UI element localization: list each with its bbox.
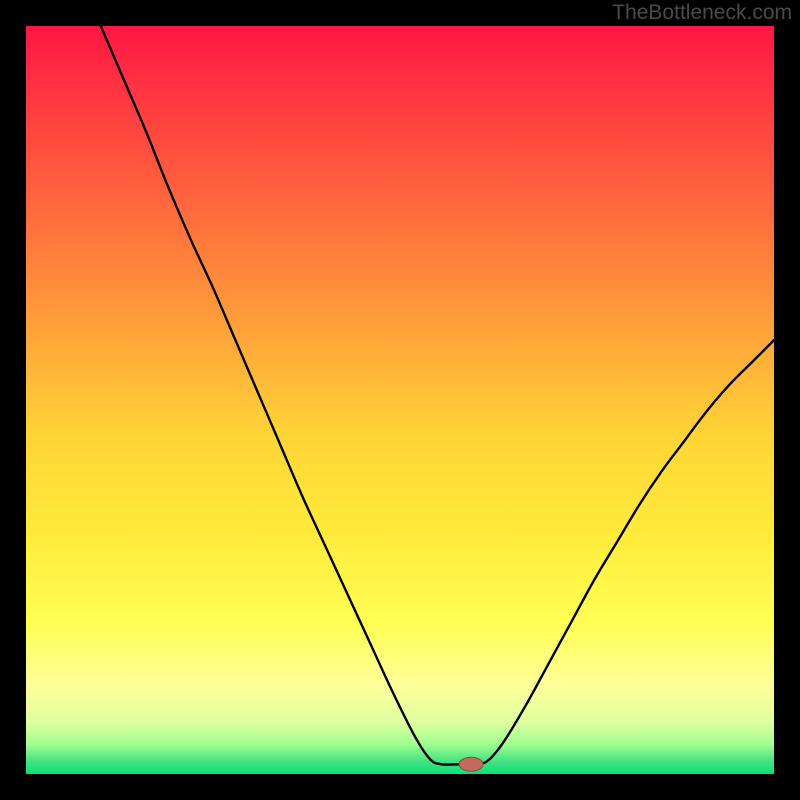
chart-background <box>26 26 774 774</box>
bottleneck-chart <box>26 26 774 774</box>
watermark-text: TheBottleneck.com <box>612 1 792 25</box>
chart-svg <box>26 26 774 774</box>
optimum-marker <box>459 757 483 771</box>
